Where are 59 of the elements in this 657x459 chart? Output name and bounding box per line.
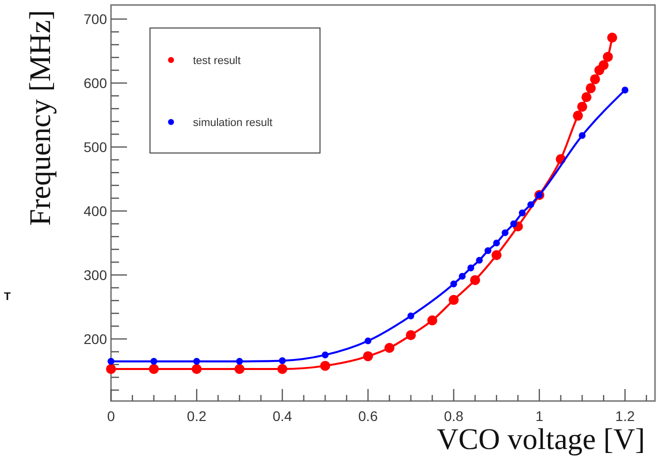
- point: [322, 352, 329, 358]
- point: [622, 86, 628, 94]
- point: [492, 250, 502, 260]
- point: [572, 110, 583, 121]
- point: [590, 74, 600, 84]
- point: [607, 32, 618, 43]
- x-tick-label: 0.4: [272, 408, 292, 424]
- y-tick-label: 700: [84, 10, 108, 27]
- point: [364, 337, 372, 344]
- point: [277, 364, 288, 374]
- legend-label: simulation result: [193, 116, 272, 129]
- point: [510, 220, 518, 228]
- point: [363, 351, 374, 362]
- y-tick-label: 600: [84, 74, 108, 91]
- y-tick-label: 400: [84, 202, 108, 219]
- legend-label: test result: [193, 54, 241, 67]
- point: [493, 240, 500, 246]
- point: [407, 312, 414, 320]
- x-axis-title: VCO voltage [V]: [436, 423, 645, 456]
- x-tick-label: 0.2: [186, 408, 207, 424]
- point: [458, 272, 466, 280]
- x-tick-label: 0: [107, 408, 116, 424]
- point: [484, 247, 492, 254]
- point: [320, 360, 330, 371]
- x-tick-label: 1: [535, 408, 544, 424]
- point: [586, 83, 596, 94]
- point: [150, 358, 158, 365]
- y-tick-label: 500: [84, 138, 108, 155]
- point: [467, 264, 474, 272]
- point: [502, 229, 508, 236]
- point: [108, 358, 114, 365]
- point: [581, 92, 592, 102]
- point: [406, 330, 416, 340]
- point: [527, 201, 534, 208]
- point: [578, 132, 586, 139]
- x-tick-label: 0.8: [444, 408, 464, 424]
- point: [234, 364, 245, 374]
- point: [384, 342, 394, 353]
- y-axis-title: Frequency [MHz]: [24, 10, 57, 226]
- point: [598, 60, 609, 70]
- point: [577, 102, 588, 112]
- y-tick-label: 200: [84, 330, 108, 347]
- y-tick-label: 300: [84, 266, 108, 283]
- text: T: [4, 291, 11, 303]
- point: [448, 294, 459, 305]
- point: [106, 364, 116, 374]
- point: [278, 357, 286, 364]
- point: [476, 256, 483, 264]
- point: [427, 315, 438, 326]
- point: [236, 358, 243, 365]
- x-tick-label: 1.2: [615, 408, 635, 424]
- point: [470, 275, 480, 286]
- x-tick-label: 0.6: [358, 408, 378, 424]
- point: [450, 280, 458, 288]
- point: [518, 210, 526, 216]
- point: [602, 52, 613, 62]
- point: [148, 364, 159, 374]
- point: [192, 364, 202, 374]
- point: [193, 358, 200, 365]
